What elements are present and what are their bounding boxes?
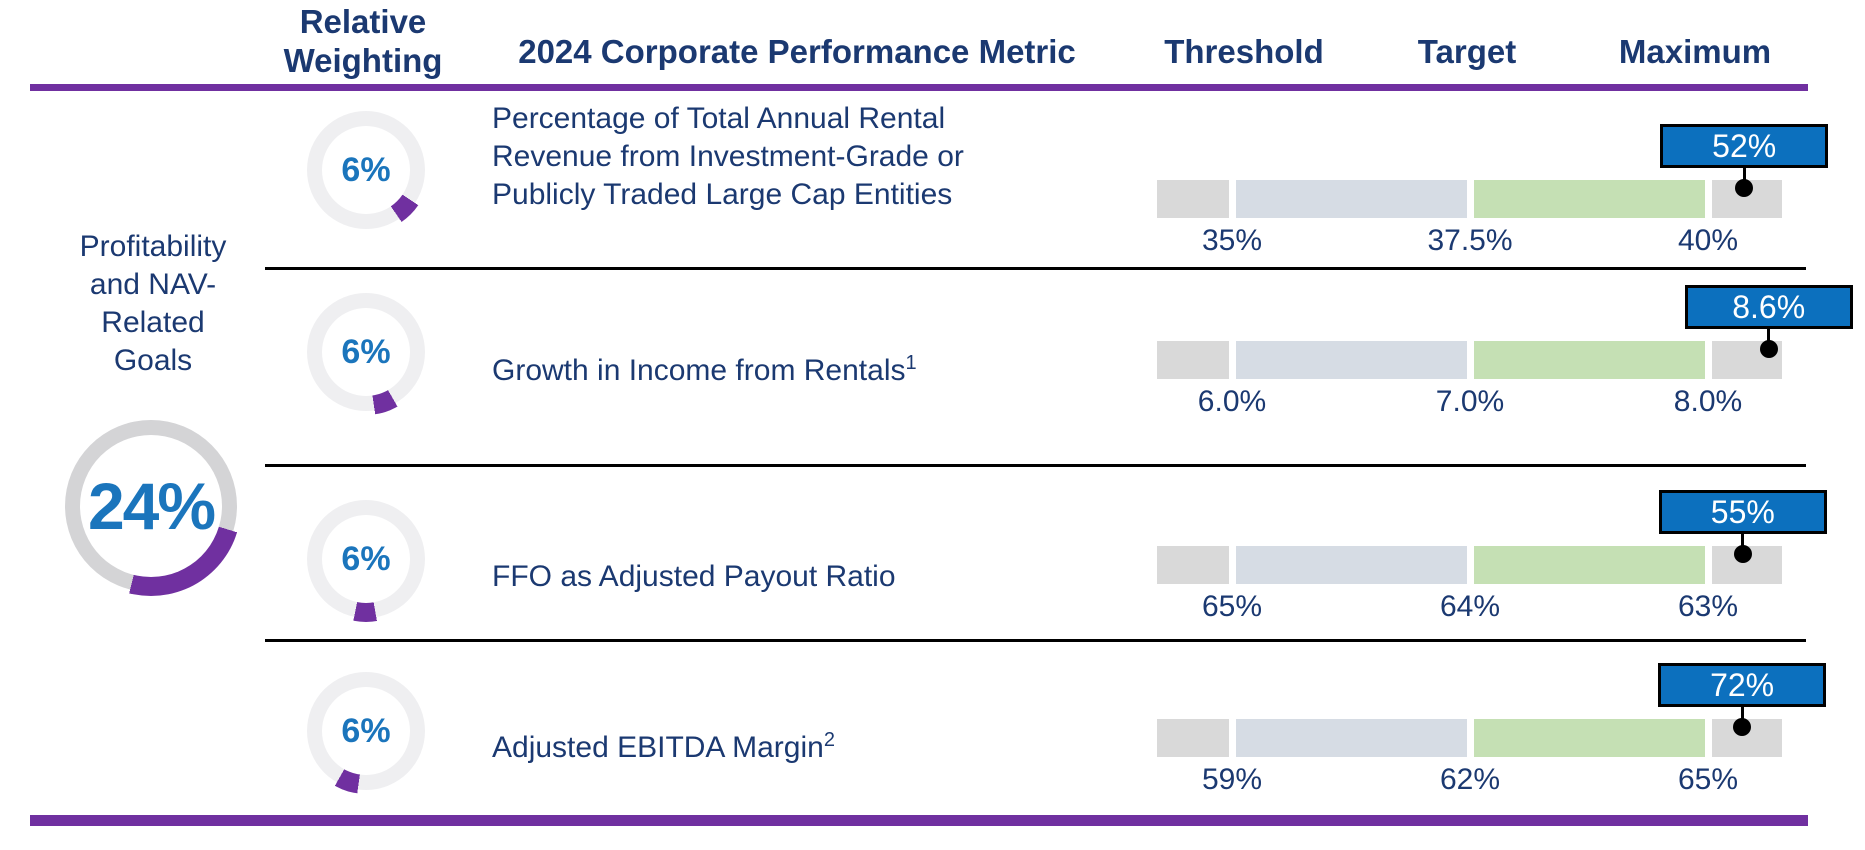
weighting-donut: 6% [303,107,429,233]
metric-label: Growth in Income from Rentals1 [492,352,1052,390]
category-total-donut: 24% [61,416,241,596]
weighting-value: 6% [341,150,391,189]
actual-value: 55% [1710,493,1775,530]
actual-value: 72% [1710,666,1775,703]
segment-below-threshold [1157,180,1229,218]
callout-stem [1767,329,1771,350]
segment-threshold-to-target [1236,180,1467,218]
threshold-label: 6.0% [1197,385,1267,418]
marker-dot [1733,545,1752,563]
threshold-label: 59% [1201,763,1263,796]
donut-hole [322,687,410,775]
weighting-value: 6% [341,711,391,750]
col-header-maximum: Maximum [1618,33,1772,70]
actual-callout: 55% [1658,490,1827,534]
segment-below-threshold [1157,341,1229,379]
marker-dot [1759,340,1778,358]
col-header-relative-weighting: Relative Weighting [283,3,443,79]
segment-threshold-to-target [1236,719,1467,757]
segment-below-threshold [1157,719,1229,757]
range-bar [1157,546,1782,584]
weighting-value: 6% [341,332,391,371]
maximum-label: 8.0% [1673,385,1743,418]
metric-text: Percentage of Total Annual Rental Revenu… [492,102,964,211]
category-label: Profitability and NAV- Related Goals [79,230,227,377]
metric-footnote: 1 [905,352,917,374]
metric-label: Adjusted EBITDA Margin2 [492,729,1052,767]
col-header-target: Target [1417,33,1517,70]
segment-below-threshold [1157,546,1229,584]
threshold-label: 35% [1201,224,1263,257]
metric-text: Adjusted EBITDA Margin [492,731,824,764]
metric-label: Percentage of Total Annual Rental Revenu… [492,100,1052,214]
weighting-value: 6% [341,539,391,578]
segment-target-to-maximum [1474,546,1705,584]
callout-stem [1742,168,1746,189]
weighting-donut: 6% [303,289,429,415]
maximum-label: 40% [1677,224,1739,257]
metric-footnote: 2 [823,729,835,751]
range-bar [1157,341,1782,379]
row-divider [265,267,1806,270]
bottom-rule [30,815,1808,826]
row-divider [265,639,1806,642]
actual-callout: 52% [1660,124,1829,168]
weighting-donut: 6% [303,668,429,794]
donut-hole [322,308,410,396]
metric-label: FFO as Adjusted Payout Ratio [492,558,1052,596]
metric-text: Growth in Income from Rentals [492,354,906,387]
callout-stem [1741,534,1745,555]
actual-callout: 8.6% [1684,285,1853,329]
category-total-value: 24% [87,469,216,543]
target-label: 37.5% [1427,224,1513,257]
col-header-metric: 2024 Corporate Performance Metric [518,33,1076,70]
donut-hole [80,435,222,577]
maximum-label: 63% [1677,590,1739,623]
actual-value: 52% [1712,127,1777,164]
segment-threshold-to-target [1236,341,1467,379]
actual-value: 8.6% [1732,288,1806,325]
segment-target-to-maximum [1474,180,1705,218]
range-bar [1157,719,1782,757]
maximum-label: 65% [1677,763,1739,796]
callout-stem [1740,707,1744,728]
marker-dot [1735,179,1754,197]
segment-threshold-to-target [1236,546,1467,584]
donut-hole [322,126,410,214]
target-label: 7.0% [1435,385,1505,418]
marker-dot [1733,718,1752,736]
top-rule [30,84,1808,91]
threshold-label: 65% [1201,590,1263,623]
donut-hole [322,515,410,603]
target-label: 62% [1439,763,1501,796]
actual-callout: 72% [1658,663,1827,707]
weighting-donut: 6% [303,496,429,622]
col-header-threshold: Threshold [1164,33,1324,70]
target-label: 64% [1439,590,1501,623]
row-divider [265,464,1806,467]
range-bar [1157,180,1782,218]
metric-text: FFO as Adjusted Payout Ratio [492,560,896,593]
segment-target-to-maximum [1474,719,1705,757]
segment-target-to-maximum [1474,341,1705,379]
